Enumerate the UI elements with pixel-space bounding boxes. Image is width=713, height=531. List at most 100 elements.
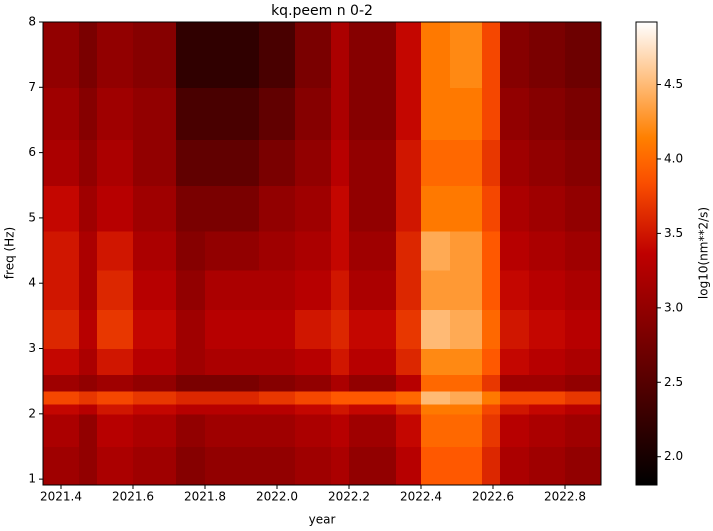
heatmap-cell: [482, 22, 501, 88]
heatmap-cell: [565, 309, 602, 350]
heatmap-cell: [79, 139, 98, 186]
heatmap-cell: [133, 185, 177, 232]
heatmap-cell: [176, 404, 206, 415]
heatmap-cell: [97, 22, 134, 88]
heatmap-cell: [349, 404, 397, 415]
heatmap-cell: [79, 404, 98, 415]
heatmap-cell: [133, 87, 177, 141]
heatmap-cell: [133, 390, 177, 405]
heatmap-cell: [331, 374, 350, 392]
heatmap-cell: [500, 230, 530, 271]
heatmap-cell: [500, 22, 530, 88]
heatmap-cell: [259, 270, 296, 310]
heatmap-cell: [500, 87, 530, 141]
heatmap-cell: [500, 404, 530, 415]
heatmap-cell: [259, 413, 296, 447]
heatmap-cell: [205, 139, 260, 186]
x-tick-label: 2022.8: [544, 490, 586, 504]
heatmap-cell: [529, 309, 566, 350]
heatmap-cell: [176, 230, 206, 271]
heatmap-cell: [259, 348, 296, 376]
heatmap-cell: [349, 22, 397, 88]
y-axis-label: freq (Hz): [3, 227, 17, 279]
heatmap-cell: [133, 374, 177, 392]
heatmap-cell: [205, 309, 260, 350]
heatmap-cell: [205, 374, 260, 392]
heatmap-cell: [565, 374, 602, 392]
heatmap-cell: [295, 309, 332, 350]
heatmap-cell: [331, 446, 350, 486]
heatmap-cell: [79, 230, 98, 271]
y-tick-label: 1: [28, 472, 36, 486]
heatmap-cell: [295, 348, 332, 376]
heatmap-cell: [395, 374, 422, 392]
heatmap-cell: [500, 446, 530, 486]
heatmap-cell: [295, 230, 332, 271]
heatmap-cell: [529, 139, 566, 186]
heatmap-cell: [482, 404, 501, 415]
heatmap-cell: [259, 404, 296, 415]
heatmap-cell: [295, 270, 332, 310]
heatmap-cell: [529, 22, 566, 88]
x-tick-label: 2022.6: [472, 490, 514, 504]
heatmap-cell: [349, 230, 397, 271]
heatmap-cell: [449, 230, 483, 271]
heatmap-cell: [500, 390, 530, 405]
heatmap-cell: [295, 139, 332, 186]
heatmap-cell: [421, 309, 451, 350]
heatmap-cell: [449, 139, 483, 186]
heatmap-cell: [482, 139, 501, 186]
heatmap-cell: [565, 390, 602, 405]
heatmap-cell: [97, 348, 134, 376]
heatmap-cell: [449, 22, 483, 88]
heatmap-cell: [529, 348, 566, 376]
heatmap-cell: [43, 185, 80, 232]
colorbar-tick-label: 3.5: [664, 226, 683, 240]
heatmap-cell: [482, 309, 501, 350]
heatmap-cell: [97, 309, 134, 350]
heatmap-cell: [449, 390, 483, 405]
heatmap-cell: [133, 348, 177, 376]
y-tick-label: 5: [28, 210, 36, 224]
heatmap-cell: [421, 374, 451, 392]
heatmap-cell: [482, 270, 501, 310]
heatmap-cell: [79, 309, 98, 350]
heatmap-cell: [205, 230, 260, 271]
heatmap-cell: [395, 270, 422, 310]
heatmap-cell: [421, 446, 451, 486]
heatmap-cell: [259, 374, 296, 392]
heatmap-cell: [259, 139, 296, 186]
heatmap-cell: [43, 348, 80, 376]
heatmap-cell: [176, 374, 206, 392]
y-tick-label: 6: [28, 145, 36, 159]
heatmap-cell: [79, 374, 98, 392]
heatmap-cell: [395, 22, 422, 88]
heatmap-cell: [500, 348, 530, 376]
heatmap-cell: [482, 413, 501, 447]
heatmap-cell: [529, 185, 566, 232]
heatmap-cell: [259, 309, 296, 350]
heatmap-cell: [500, 270, 530, 310]
heatmap-cell: [43, 270, 80, 310]
colorbar-tick-label: 2.0: [664, 449, 683, 463]
heatmap-cell: [295, 22, 332, 88]
heatmap-cell: [349, 139, 397, 186]
y-tick-label: 2: [28, 406, 36, 420]
heatmap-cell: [295, 374, 332, 392]
heatmap-cell: [331, 139, 350, 186]
heatmap-cell: [259, 22, 296, 88]
heatmap-cell: [43, 390, 80, 405]
colorbar-tick-label: 3.0: [664, 300, 683, 314]
heatmap-cell: [421, 413, 451, 447]
heatmap-cell: [565, 348, 602, 376]
heatmap-cell: [395, 185, 422, 232]
heatmap-cell: [421, 139, 451, 186]
heatmap-cell: [43, 309, 80, 350]
heatmap-cell: [349, 374, 397, 392]
heatmap-cell: [133, 413, 177, 447]
heatmap-cell: [79, 87, 98, 141]
heatmap-cell: [331, 413, 350, 447]
heatmap-cell: [97, 390, 134, 405]
heatmap-cell: [97, 185, 134, 232]
heatmap-cell: [395, 87, 422, 141]
